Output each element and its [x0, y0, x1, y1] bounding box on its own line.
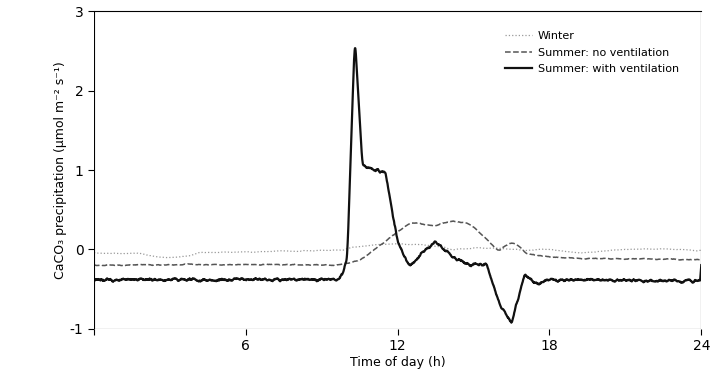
- Summer: no ventilation: (24, -0.136): no ventilation: (24, -0.136): [697, 258, 706, 263]
- Summer: with ventilation: (18.9, -0.39): with ventilation: (18.9, -0.39): [568, 278, 577, 283]
- Summer: no ventilation: (0, -0.194): no ventilation: (0, -0.194): [90, 263, 98, 267]
- Summer: with ventilation: (23.3, -0.405): with ventilation: (23.3, -0.405): [680, 279, 688, 284]
- Winter: [680, 248, 688, 252]
- Summer: no ventilation: (23.3, -0.127): no ventilation: (23.3, -0.127): [680, 257, 688, 262]
- Winter: [568, 250, 577, 254]
- Summer: with ventilation: (10.3, 2.54): with ventilation: (10.3, 2.54): [351, 46, 359, 50]
- Summer: no ventilation: (1.21, -0.206): no ventilation: (1.21, -0.206): [120, 263, 129, 268]
- Winter: [393, 242, 401, 246]
- Summer: with ventilation: (11, 1): with ventilation: (11, 1): [369, 168, 378, 172]
- Winter: [680, 248, 688, 252]
- Winter: [90, 250, 98, 255]
- Line: Summer: no ventilation: Summer: no ventilation: [94, 221, 701, 266]
- Summer: with ventilation: (16.5, -0.919): with ventilation: (16.5, -0.919): [507, 320, 515, 325]
- Winter: [385, 242, 394, 246]
- Winter: [697, 248, 706, 253]
- Summer: no ventilation: (18.9, -0.108): no ventilation: (18.9, -0.108): [568, 256, 577, 260]
- Legend: Winter, Summer: no ventilation, Summer: with ventilation: Winter, Summer: no ventilation, Summer: …: [500, 26, 684, 79]
- Summer: no ventilation: (11, -0.0096): no ventilation: (11, -0.0096): [369, 248, 378, 253]
- Line: Summer: with ventilation: Summer: with ventilation: [94, 48, 701, 322]
- Summer: no ventilation: (1.24, -0.202): no ventilation: (1.24, -0.202): [121, 263, 129, 268]
- X-axis label: Time of day (h): Time of day (h): [350, 356, 445, 369]
- Winter: [369, 243, 378, 247]
- Summer: no ventilation: (11.7, 0.147): no ventilation: (11.7, 0.147): [385, 235, 394, 240]
- Winter: [121, 251, 129, 256]
- Summer: with ventilation: (0, -0.397): with ventilation: (0, -0.397): [90, 279, 98, 283]
- Summer: with ventilation: (1.22, -0.377): with ventilation: (1.22, -0.377): [121, 277, 129, 282]
- Summer: with ventilation: (11.7, 0.675): with ventilation: (11.7, 0.675): [385, 194, 394, 198]
- Line: Winter: Winter: [94, 244, 701, 257]
- Summer: with ventilation: (23.3, -0.398): with ventilation: (23.3, -0.398): [680, 279, 688, 283]
- Summer: no ventilation: (23.3, -0.127): no ventilation: (23.3, -0.127): [680, 257, 688, 262]
- Winter: [162, 255, 171, 260]
- Y-axis label: CaCO₃ precipitation (μmol m⁻² s⁻¹): CaCO₃ precipitation (μmol m⁻² s⁻¹): [54, 61, 67, 279]
- Summer: no ventilation: (14.2, 0.358): no ventilation: (14.2, 0.358): [450, 219, 458, 223]
- Summer: with ventilation: (24, -0.197): with ventilation: (24, -0.197): [697, 263, 706, 267]
